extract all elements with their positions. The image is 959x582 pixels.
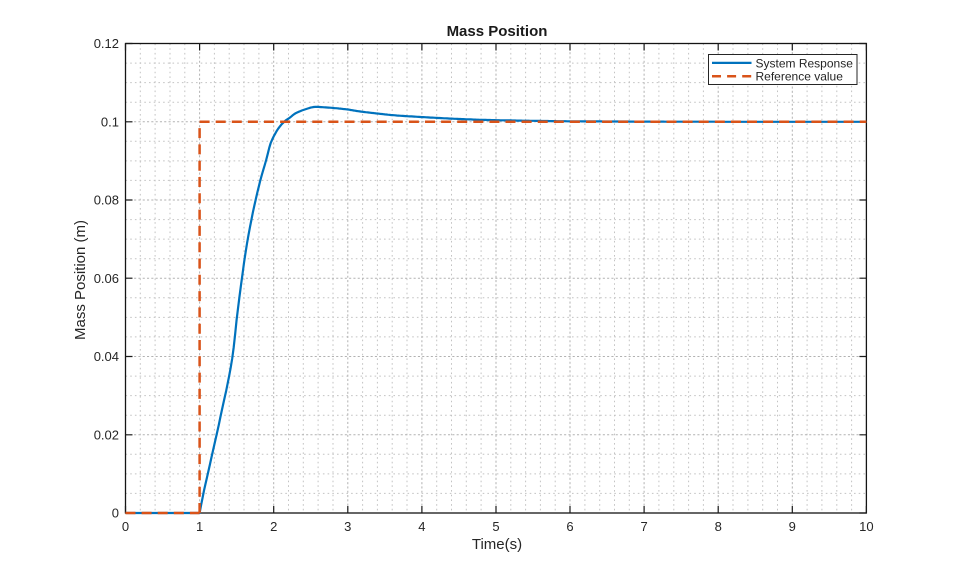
svg-text:4: 4 <box>418 519 425 534</box>
svg-text:System Response: System Response <box>756 56 854 70</box>
svg-text:0.1: 0.1 <box>101 115 119 130</box>
svg-text:0.08: 0.08 <box>94 193 119 208</box>
svg-text:0.04: 0.04 <box>94 349 119 364</box>
svg-text:5: 5 <box>492 519 499 534</box>
svg-text:Reference value: Reference value <box>756 70 844 84</box>
svg-text:6: 6 <box>566 519 573 534</box>
svg-text:0.02: 0.02 <box>94 427 119 442</box>
svg-text:0.12: 0.12 <box>94 36 119 51</box>
svg-text:7: 7 <box>640 519 647 534</box>
svg-text:9: 9 <box>789 519 796 534</box>
svg-text:0: 0 <box>112 506 119 521</box>
svg-text:0: 0 <box>122 519 129 534</box>
svg-text:Mass Position (m): Mass Position (m) <box>72 220 89 340</box>
svg-text:3: 3 <box>344 519 351 534</box>
svg-text:10: 10 <box>859 519 873 534</box>
svg-text:Mass Position: Mass Position <box>447 23 548 40</box>
svg-text:Time(s): Time(s) <box>472 536 522 553</box>
svg-text:8: 8 <box>715 519 722 534</box>
svg-text:1: 1 <box>196 519 203 534</box>
svg-text:2: 2 <box>270 519 277 534</box>
svg-text:0.06: 0.06 <box>94 271 119 286</box>
